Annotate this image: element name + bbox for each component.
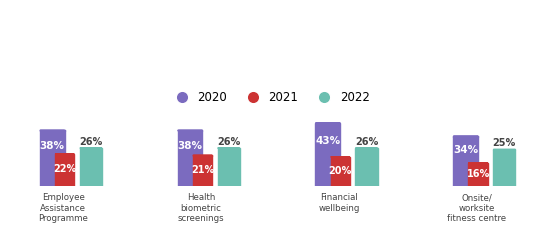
Bar	[193, 155, 212, 156]
Bar	[355, 148, 377, 186]
Text: 38%: 38%	[40, 141, 65, 151]
Bar	[453, 136, 478, 137]
Text: 22%: 22%	[53, 164, 76, 174]
Legend: 2020, 2021, 2022: 2020, 2021, 2022	[166, 86, 374, 109]
Bar	[178, 130, 202, 186]
Bar	[330, 157, 350, 186]
Text: 26%: 26%	[217, 137, 240, 147]
Text: 34%: 34%	[453, 145, 478, 155]
Text: 20%: 20%	[329, 166, 352, 176]
Text: 38%: 38%	[178, 141, 202, 151]
Circle shape	[40, 130, 65, 131]
Bar	[55, 154, 75, 186]
Bar	[40, 130, 65, 186]
Bar	[494, 149, 515, 186]
Bar	[193, 155, 212, 186]
Text: 43%: 43%	[315, 136, 340, 146]
Text: 16%: 16%	[467, 169, 490, 179]
Bar	[178, 130, 202, 131]
Bar	[469, 163, 488, 186]
Text: 21%: 21%	[191, 165, 214, 175]
Bar	[80, 148, 102, 186]
Bar	[218, 148, 240, 186]
Bar	[494, 149, 515, 150]
Text: 26%: 26%	[355, 137, 378, 147]
Bar	[453, 136, 478, 186]
Bar	[315, 123, 340, 186]
Circle shape	[178, 130, 202, 131]
Bar	[40, 130, 65, 131]
Text: 26%: 26%	[79, 137, 103, 147]
Text: 25%: 25%	[492, 138, 516, 148]
